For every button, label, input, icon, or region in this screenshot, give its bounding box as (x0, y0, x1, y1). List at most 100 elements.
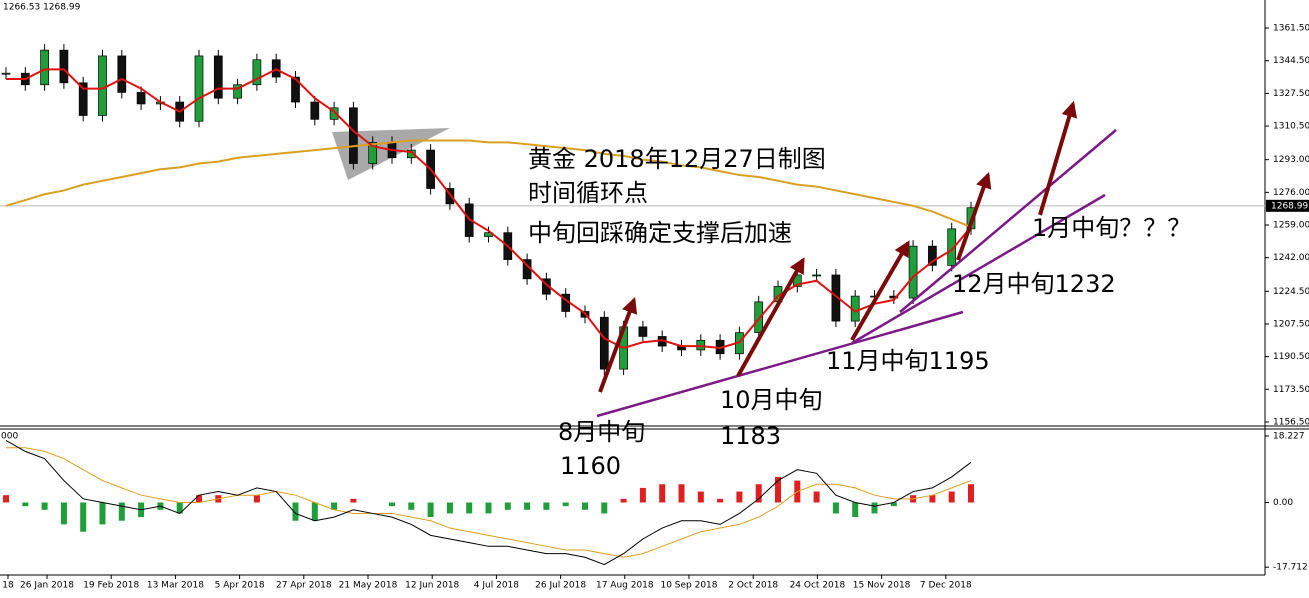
histogram-bar (292, 502, 299, 521)
annotation: 黄金 2018年12月27日制图 (528, 145, 826, 173)
histogram-bar (524, 502, 531, 510)
histogram-bar (176, 502, 183, 514)
y-tick-label: 1344.50 (1273, 56, 1309, 66)
histogram-bar (485, 502, 492, 514)
histogram-bar (408, 502, 415, 510)
x-tick-label: 12 Jun 2018 (405, 581, 459, 591)
histogram-bar (99, 502, 106, 525)
histogram-bar (832, 502, 839, 514)
macd-line (5, 439, 972, 566)
histogram-bar (3, 495, 9, 503)
candle-body (252, 59, 262, 86)
x-tick-label: 2 Oct 2018 (728, 581, 778, 591)
drawings (596, 129, 1117, 418)
indicator-label: 000 (1, 432, 18, 442)
y-tick-label: 1293.00 (1273, 155, 1309, 165)
histogram-bar (948, 491, 955, 503)
candle-body (349, 107, 358, 164)
y-tick-label: 1327.50 (1273, 89, 1309, 99)
x-tick-label: 19 Feb 2018 (83, 581, 139, 591)
y-tick-label: 1242.00 (1273, 253, 1309, 263)
histogram-bar (543, 502, 550, 510)
histogram-bar (852, 502, 859, 518)
last-price-box (1266, 199, 1309, 212)
histogram-bar (389, 502, 395, 507)
y2-tick-label: 0.00 (1273, 498, 1293, 508)
x-tick-label: 26 Jan 2018 (20, 581, 74, 591)
histogram-bar (350, 498, 357, 503)
histogram-bar (775, 476, 781, 503)
histogram-bar (813, 491, 820, 503)
x-tick-label: 17 Aug 2018 (596, 581, 654, 591)
y-tick-label: 1259.00 (1273, 221, 1309, 231)
histogram-bar (717, 498, 724, 503)
annotation: 时间循环点 (528, 179, 648, 207)
y-tick-label: 1190.50 (1273, 352, 1309, 362)
x-tick-label: 27 Apr 2018 (276, 581, 332, 591)
x-tick-label: 13 Mar 2018 (147, 581, 204, 591)
candle-body (812, 274, 821, 277)
histogram-bar (504, 502, 511, 510)
candle-body (59, 49, 69, 84)
arrow (598, 296, 638, 393)
histogram-bar (118, 502, 125, 521)
annotation: 10月中旬 (720, 386, 823, 414)
candle-body (947, 228, 957, 266)
histogram-bar (60, 502, 67, 525)
candle-body (599, 316, 609, 370)
histogram-bar (968, 484, 974, 503)
annotation: 11月中旬1195 (826, 347, 990, 375)
y-tick-label: 1207.50 (1273, 319, 1309, 329)
histogram-bar (659, 484, 666, 503)
arrow (956, 171, 992, 261)
histogram-bar (253, 495, 260, 503)
x-tick-label: 21 May 2018 (339, 581, 398, 591)
trend-line (596, 310, 964, 418)
x-tick-label: 5 Apr 2018 (215, 581, 265, 591)
candle-body (213, 55, 223, 99)
y-tick-label: 1361.50 (1273, 24, 1309, 34)
marks-layer: 1361.50 1344.50 1327.50 1310.50 1293.00 1276.… (0, 24, 1309, 591)
histogram-bar (196, 495, 202, 503)
histogram-bar (80, 502, 87, 532)
histogram-bar (331, 502, 338, 510)
histogram-bar (427, 502, 434, 518)
histogram-bar (736, 491, 743, 503)
candle-body (233, 84, 242, 99)
annotation: 8月中旬 (558, 418, 645, 446)
annotation: 1月中旬？？？ (1032, 214, 1191, 242)
candle-body (754, 301, 764, 333)
histogram-bar (871, 502, 878, 514)
candle-body (40, 49, 49, 86)
y-tick-label: 1224.50 (1273, 287, 1309, 297)
histogram-bar (466, 502, 473, 514)
candle-body (1, 72, 11, 75)
arrows (598, 100, 1078, 393)
candle-body (329, 107, 339, 120)
histogram-bar (890, 502, 897, 507)
last-price-label: 1268.99 (1271, 201, 1308, 211)
signal-line (6, 447, 972, 558)
annotation: 中旬回踩确定支撑后加速 (528, 219, 792, 247)
candle-body (889, 295, 899, 299)
candle-body (291, 76, 300, 103)
y-tick-label: 1276.00 (1273, 188, 1309, 198)
arrow (850, 240, 910, 341)
candle-body (194, 55, 204, 122)
x-tick-label: 15 Nov 2018 (853, 581, 911, 591)
candle-body (117, 55, 127, 93)
y2-tick-label: -17.712 (1273, 563, 1308, 573)
candle-body (78, 82, 88, 116)
trend-line (851, 193, 1106, 345)
x-tick-label: 7 Dec 2018 (920, 581, 972, 591)
histogram-bar (562, 502, 569, 507)
x-tick-label: 10 Sep 2018 (660, 581, 717, 591)
histogram-bar (639, 487, 646, 503)
histogram-bar (601, 502, 608, 514)
annotation: 1160 (560, 452, 621, 480)
histogram-bar (446, 502, 453, 514)
candle-body (310, 101, 320, 120)
x-tick-label: 18 (2, 581, 14, 591)
candle-body (406, 149, 416, 159)
